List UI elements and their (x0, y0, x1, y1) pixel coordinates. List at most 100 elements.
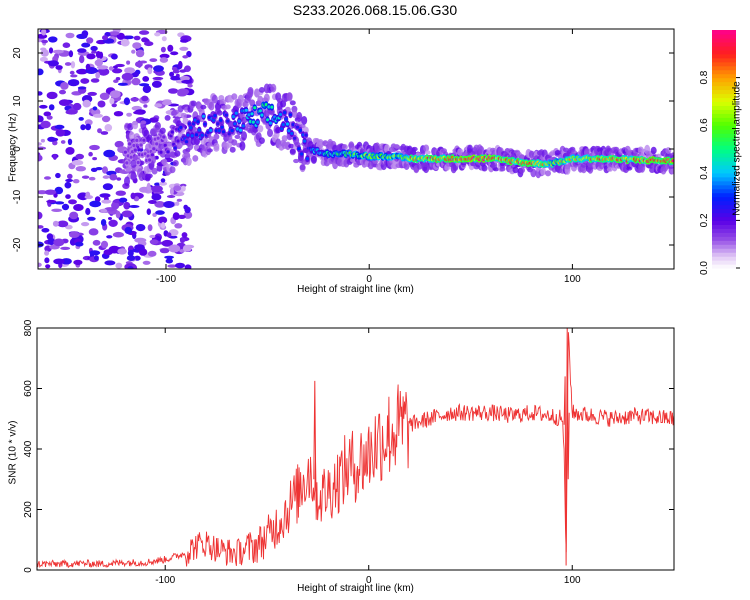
noise-blob (91, 50, 97, 54)
noise-blob (52, 220, 59, 227)
halo-blob (156, 163, 163, 172)
ridge-core (264, 103, 268, 107)
noise-blob (97, 67, 110, 76)
colorbar-swatch (712, 252, 736, 257)
halo-blob (626, 166, 633, 171)
halo-blob (231, 93, 238, 100)
halo-blob (190, 100, 197, 107)
halo-blob (519, 167, 525, 174)
noise-blob (128, 205, 140, 208)
noise-blob (69, 231, 80, 238)
noise-blob (46, 115, 53, 120)
colorbar-swatch (712, 41, 736, 47)
colorbar-swatch (712, 208, 736, 214)
noise-blob (180, 75, 190, 82)
top-x-tick-label: -100 (156, 274, 176, 285)
noise-blob (118, 197, 128, 203)
noise-blob (79, 55, 85, 64)
noise-blob (139, 30, 150, 35)
ridge-core (184, 140, 189, 144)
halo-blob (310, 155, 317, 164)
noise-blob (48, 36, 58, 43)
colorbar-swatch (712, 192, 736, 198)
noise-blob (142, 260, 151, 265)
noise-blob (71, 159, 84, 166)
noise-blob (168, 244, 181, 253)
noise-blob (81, 42, 91, 48)
noise-blob (65, 178, 73, 183)
halo-blob (268, 108, 275, 116)
colorbar-swatch (712, 168, 736, 174)
colorbar-swatch (712, 244, 736, 249)
noise-blob (44, 250, 50, 256)
noise-blob (121, 210, 133, 218)
noise-blob (115, 77, 121, 81)
ridge-core (162, 135, 166, 139)
noise-blob (162, 100, 172, 106)
ridge-core (278, 112, 282, 117)
noise-blob (149, 239, 159, 245)
noise-blob (167, 264, 177, 268)
halo-blob (151, 167, 158, 175)
noise-blob (97, 128, 102, 134)
colorbar-swatch (712, 109, 736, 114)
noise-blob (55, 172, 61, 179)
noise-blob (59, 89, 66, 95)
ridge-core (304, 133, 308, 137)
ridge-core (197, 128, 201, 132)
colorbar-swatch (712, 61, 736, 67)
noise-blob (39, 104, 48, 109)
colorbar-swatch (712, 260, 736, 265)
colorbar-swatch (712, 188, 736, 194)
noise-blob (139, 83, 150, 87)
ridge-core (179, 125, 183, 129)
noise-blob (92, 157, 97, 161)
halo-blob (263, 93, 270, 103)
ridge-core (132, 143, 136, 148)
spectrogram-image (38, 29, 674, 269)
noise-blob (38, 211, 43, 220)
ridge-core (231, 115, 236, 119)
halo-blob (288, 143, 295, 149)
colorbar-swatch (712, 77, 736, 83)
noise-blob (81, 222, 90, 227)
noise-blob (41, 29, 47, 36)
ridge-core (139, 143, 143, 147)
noise-blob (46, 91, 58, 100)
noise-blob (38, 142, 42, 146)
noise-blob (115, 63, 125, 68)
colorbar-swatch (712, 180, 736, 186)
noise-blob (160, 46, 166, 53)
noise-blob (55, 65, 63, 70)
halo-blob (665, 147, 672, 154)
noise-blob (39, 56, 48, 62)
noise-blob (65, 194, 71, 200)
noise-blob (111, 103, 117, 108)
colorbar-swatch (712, 224, 736, 229)
noise-blob (90, 167, 98, 172)
noise-blob (124, 67, 136, 74)
noise-blob (111, 53, 118, 60)
noise-blob (58, 99, 71, 106)
ridge-core (129, 155, 133, 159)
noise-blob (149, 234, 156, 239)
noise-blob (72, 179, 80, 184)
ridge-core (287, 129, 291, 133)
noise-blob (53, 258, 65, 265)
noise-blob (89, 250, 101, 256)
ridge-core (212, 118, 216, 122)
ridge-core (123, 150, 127, 154)
ridge-core (234, 111, 238, 115)
noise-blob (187, 83, 193, 88)
noise-blob (161, 239, 173, 247)
noise-blob (69, 70, 75, 75)
noise-blob (166, 232, 172, 238)
noise-blob (40, 120, 51, 129)
noise-blob (44, 257, 50, 264)
noise-blob (168, 88, 179, 94)
colorbar-swatch (712, 73, 736, 79)
ridge-core (136, 160, 140, 165)
noise-blob (112, 65, 118, 69)
ridge-core (166, 150, 170, 154)
noise-blob (86, 53, 96, 60)
